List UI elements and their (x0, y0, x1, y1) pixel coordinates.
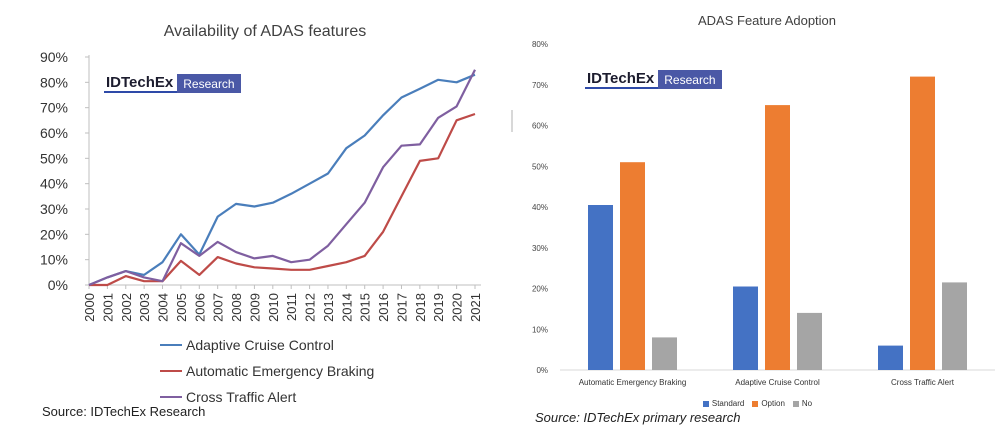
x-tick-label: 2015 (358, 293, 373, 322)
legend-swatch (702, 400, 709, 407)
x-tick-label: 2009 (247, 293, 262, 322)
source-note-right: Source: IDTechEx primary research (535, 410, 741, 425)
y-tick-label: 0% (536, 366, 548, 375)
legend-swatch (752, 400, 759, 407)
legend-label: Cross Traffic Alert (186, 389, 297, 405)
x-tick-label: 2006 (192, 293, 207, 322)
bar (765, 105, 790, 370)
legend-label: Standard (711, 399, 745, 408)
bar (588, 205, 613, 370)
legend-label: Automatic Emergency Braking (186, 363, 375, 379)
line-chart: Availability of ADAS features 0% 10% 20% 30%… (40, 23, 483, 322)
x-tick-label: 2020 (450, 293, 465, 322)
series-line (88, 73, 476, 287)
y-tick-label: 70% (532, 81, 548, 90)
y-tick-label: 40% (532, 203, 548, 212)
legend-swatch (160, 395, 182, 399)
idtechex-logo-left: IDTechEx Research (104, 74, 241, 94)
x-tick-label: 2002 (119, 293, 134, 322)
x-category-label: Cross Traffic Alert (891, 378, 955, 387)
y-tick-label: 90% (40, 49, 68, 65)
legend-label: Adaptive Cruise Control (186, 337, 334, 353)
x-tick-label: 2001 (100, 293, 115, 322)
series-line (88, 69, 476, 287)
bar-chart-panel: ADAS Feature Adoption 0% 10% 20% 30% 40% 50% 60… (515, 0, 1000, 430)
legend-swatch (160, 343, 182, 347)
chart-title: Availability of ADAS features (164, 23, 366, 40)
legend-item-acc: Adaptive Cruise Control (160, 332, 374, 358)
line-chart-panel: Availability of ADAS features 0% 10% 20% 30%… (40, 23, 483, 419)
y-tick-label: 30% (40, 201, 68, 217)
bar (652, 337, 677, 370)
x-tick-label: 2014 (339, 293, 354, 322)
y-tick-label: 50% (40, 150, 68, 166)
x-tick-label: 2003 (137, 293, 152, 322)
logo-name: IDTechEx (585, 70, 659, 90)
idtechex-logo-right: IDTechEx Research (585, 70, 722, 90)
x-category-label: Adaptive Cruise Control (735, 378, 820, 387)
bar-chart-legend: Standard Option No (515, 399, 1000, 408)
x-tick-label: 2019 (431, 293, 446, 322)
logo-name: IDTechEx (104, 74, 178, 94)
x-tick-label: 2007 (211, 293, 226, 322)
y-tick-label: 60% (40, 125, 68, 141)
x-tick-label: 2021 (468, 293, 483, 322)
bar (733, 286, 758, 370)
bar (942, 282, 967, 370)
x-tick-label: 2013 (321, 293, 336, 322)
bar (878, 345, 903, 370)
x-tick-label: 2012 (303, 293, 318, 322)
y-tick-label: 40% (40, 176, 68, 192)
x-tick-label: 2018 (413, 293, 428, 322)
series-line (89, 112, 476, 287)
bar (910, 76, 935, 370)
x-tick-label: 2004 (156, 293, 171, 322)
x-tick-label: 2011 (284, 293, 299, 321)
bar (797, 312, 822, 370)
legend-item-aeb: Automatic Emergency Braking (160, 358, 374, 384)
legend-label: No (801, 399, 813, 408)
y-tick-label: 0% (48, 277, 68, 293)
y-tick-label: 50% (532, 162, 548, 171)
y-tick-label: 70% (40, 100, 68, 116)
x-tick-label: 2017 (394, 293, 409, 322)
bar-chart: ADAS Feature Adoption 0% 10% 20% 30% 40% 50% 60… (532, 13, 995, 387)
logo-badge: Research (658, 70, 722, 90)
y-tick-label: 80% (532, 40, 548, 49)
y-tick-label: 30% (532, 244, 548, 253)
x-tick-label: 2016 (376, 293, 391, 322)
x-tick-label: 2010 (266, 293, 281, 322)
y-tick-label: 20% (532, 285, 548, 294)
x-tick-label: 2008 (229, 293, 244, 322)
legend-swatch (792, 400, 799, 407)
chart-title: ADAS Feature Adoption (698, 13, 836, 28)
line-chart-legend: Adaptive Cruise Control Automatic Emerge… (160, 332, 374, 410)
source-note-left: Source: IDTechEx Research (42, 404, 206, 419)
x-tick-label: 2005 (174, 293, 189, 322)
panel-divider (511, 110, 513, 132)
legend-item-option: Option (752, 399, 785, 408)
y-tick-label: 10% (40, 252, 68, 268)
y-tick-label: 80% (40, 74, 68, 90)
y-tick-label: 20% (40, 226, 68, 242)
x-tick-label: 2000 (82, 293, 97, 322)
x-category-label: Automatic Emergency Braking (579, 378, 687, 387)
legend-item-no: No (792, 399, 813, 408)
y-tick-label: 10% (532, 325, 548, 334)
y-tick-label: 60% (532, 122, 548, 131)
legend-item-cta: Cross Traffic Alert (160, 384, 374, 410)
legend-item-standard: Standard (702, 399, 745, 408)
legend-swatch (160, 369, 182, 373)
bar (620, 162, 645, 370)
legend-label: Option (761, 399, 785, 408)
logo-badge: Research (177, 74, 241, 94)
